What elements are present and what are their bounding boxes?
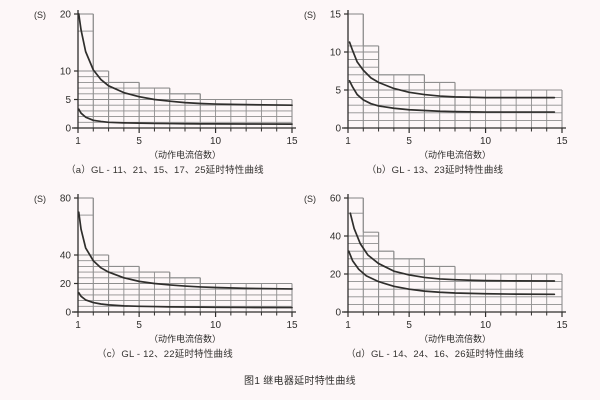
chart-grid: (S) 0 5 10 20 1 5 10 15 （动作电流倍数） （a）GL - 11、21、15…	[30, 2, 570, 360]
y-tick-label: 20	[60, 279, 72, 290]
chart-caption-c: （c）GL - 12、22延时特性曲线	[97, 349, 233, 360]
y-unit-label: (S)	[304, 194, 316, 204]
curve-upper-curve	[349, 212, 556, 282]
chart-panel-a: (S) 0 5 10 20 1 5 10 15 （动作电流倍数） （a）GL - 11、21、15…	[30, 2, 300, 178]
y-tick-label: 0	[65, 308, 71, 319]
y-unit-label: (S)	[34, 194, 46, 204]
x-tick-label: 1	[345, 320, 351, 331]
x-tick-label: 10	[480, 136, 492, 147]
y-unit-label: (S)	[304, 10, 316, 20]
x-tick-label: 15	[556, 320, 568, 331]
y-tick-label: 10	[60, 67, 72, 78]
x-axis-title: （动作电流倍数）	[149, 333, 221, 344]
figure-caption: 图1 继电器延时特性曲线	[244, 376, 356, 387]
x-axis-title: （动作电流倍数）	[149, 149, 221, 160]
y-tick-label: 0	[335, 308, 341, 319]
chart-caption-d: （d）GL - 14、24、16、26延时特性曲线	[346, 349, 524, 360]
curve-upper-curve	[77, 211, 293, 290]
x-tick-label: 5	[136, 136, 142, 147]
y-tick-label: 0	[65, 124, 71, 135]
y-tick-label: 40	[330, 232, 342, 243]
x-tick-label: 15	[556, 136, 568, 147]
curve-lower-curve	[77, 291, 293, 309]
chart-panel-c: (S) 0 20 40 80 1 5 10 15 （动作电流倍数） （c）GL - 12、22延时…	[30, 186, 300, 362]
x-axis-title: （动作电流倍数）	[419, 149, 491, 160]
y-tick-label: 20	[60, 10, 72, 21]
chart-panel-d: (S) 0 20 40 60 1 5 10 15 （动作电流倍数） （d）GL - 14、24、1…	[300, 186, 570, 362]
y-tick-label: 40	[60, 251, 72, 262]
y-tick-label: 10	[330, 48, 342, 59]
y-tick-label: 0	[335, 124, 341, 135]
chart-panel-b: (S) 0 5 10 15 1 5 10 15 （动作电流倍数） （b）GL - 13、23延时特…	[300, 2, 570, 178]
x-tick-label: 5	[136, 320, 142, 331]
y-tick-label: 20	[330, 270, 342, 281]
x-tick-label: 1	[75, 320, 81, 331]
y-tick-label: 80	[60, 194, 72, 205]
curve-upper-curve	[77, 13, 293, 107]
y-tick-label: 60	[330, 194, 342, 205]
y-tick-label: 15	[330, 10, 342, 21]
x-tick-label: 15	[286, 136, 298, 147]
x-tick-label: 5	[406, 320, 412, 331]
y-tick-label: 5	[335, 86, 341, 97]
x-tick-label: 1	[345, 136, 351, 147]
chart-caption-a: （a）GL - 11、21、15、17、25延时特性曲线	[66, 165, 264, 176]
x-tick-label: 10	[210, 320, 222, 331]
curve-lower-curve	[77, 108, 293, 125]
x-tick-label: 5	[406, 136, 412, 147]
x-tick-label: 1	[75, 136, 81, 147]
curve-lower-curve	[348, 80, 556, 113]
x-axis-title: （动作电流倍数）	[419, 333, 491, 344]
curve-lower-curve	[347, 250, 556, 296]
y-tick-label: 5	[65, 95, 71, 106]
y-unit-label: (S)	[34, 10, 46, 20]
curve-upper-curve	[348, 41, 556, 99]
chart-caption-b: （b）GL - 13、23延时特性曲线	[366, 165, 504, 176]
x-tick-label: 15	[286, 320, 298, 331]
x-tick-label: 10	[480, 320, 492, 331]
x-tick-label: 10	[210, 136, 222, 147]
